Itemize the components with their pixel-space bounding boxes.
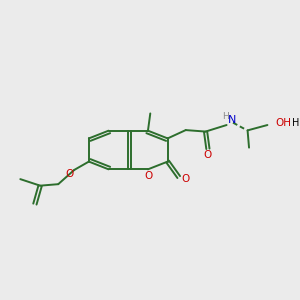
Text: O: O xyxy=(181,173,189,184)
Text: N: N xyxy=(228,115,237,125)
Text: O: O xyxy=(65,169,74,179)
Text: O: O xyxy=(144,171,153,181)
Text: OH: OH xyxy=(275,118,291,128)
Text: H: H xyxy=(222,112,229,121)
Text: H: H xyxy=(292,118,299,128)
Text: O: O xyxy=(204,150,212,160)
